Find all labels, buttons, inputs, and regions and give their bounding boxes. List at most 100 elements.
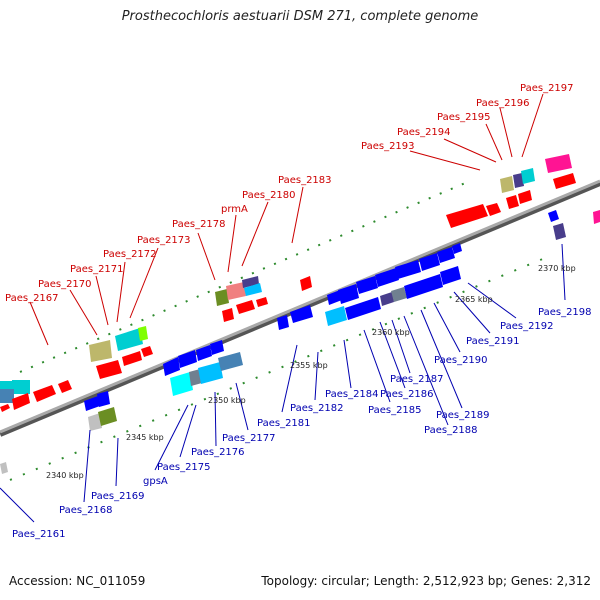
gene-feature	[218, 352, 243, 371]
scale-label: 2350 kbp	[208, 396, 246, 405]
leader-line	[115, 437, 119, 487]
gene-feature	[88, 413, 102, 431]
leader-line	[83, 429, 91, 503]
leader-line	[521, 93, 544, 158]
gene-label: Paes_2172	[103, 249, 157, 260]
gene-feature	[593, 210, 600, 224]
gene-feature	[440, 266, 461, 285]
gene-label: Paes_2167	[5, 293, 59, 304]
gene-feature	[545, 154, 572, 173]
gene-feature	[437, 247, 455, 263]
gene-feature	[327, 290, 342, 305]
leader-line	[379, 321, 406, 389]
gene-feature	[345, 297, 381, 320]
gene-label: Paes_2181	[257, 418, 311, 429]
gene-feature	[196, 345, 212, 361]
gene-feature	[391, 287, 407, 302]
gene-feature	[290, 305, 313, 323]
gene-feature	[210, 340, 224, 355]
gene-feature	[12, 380, 30, 394]
gene-feature	[115, 328, 143, 351]
gene-feature	[356, 276, 378, 294]
gene-label: Paes_2175	[157, 462, 211, 473]
gene-label: Paes_2196	[476, 98, 530, 109]
leader-line	[499, 107, 513, 158]
gene-label: Paes_2169	[91, 491, 145, 502]
tick-track-lower	[9, 257, 546, 481]
gene-label: Paes_2170	[38, 279, 92, 290]
gene-label: Paes_2185	[368, 405, 422, 416]
gene-feature	[89, 340, 112, 362]
gene-label: Paes_2178	[172, 219, 226, 230]
backbone-line	[0, 179, 600, 434]
gene-label: Paes_2161	[12, 529, 66, 540]
gene-feature	[338, 284, 359, 304]
leader-line	[314, 351, 319, 401]
gene-feature	[215, 289, 229, 306]
leader-line	[391, 319, 411, 374]
scale-label: 2355 kbp	[290, 361, 328, 370]
leader-line	[363, 329, 391, 403]
leader-line	[154, 404, 189, 471]
gene-label: gpsA	[143, 476, 168, 487]
scale-labels: 2340 kbp 2345 kbp 2350 kbp 2355 kbp 2360…	[46, 264, 576, 480]
gene-feature	[375, 268, 399, 287]
leader-line	[69, 289, 98, 336]
gene-label: Paes_2192	[500, 321, 554, 332]
gene-label: Paes_2173	[137, 235, 191, 246]
scale-label: 2365 kbp	[455, 295, 493, 304]
gene-label: Paes_2184	[325, 389, 379, 400]
leader-line	[235, 382, 249, 431]
upper-strand-features	[0, 154, 600, 412]
gene-feature	[122, 351, 142, 366]
gene-feature	[84, 396, 100, 411]
upper-leader-lines	[29, 93, 544, 346]
map-title: Prosthecochloris aestuarii DSM 271, comp…	[121, 9, 479, 24]
gene-feature	[325, 306, 347, 326]
gene-feature	[300, 276, 312, 291]
gene-label: Paes_2195	[437, 112, 491, 123]
leader-line	[409, 150, 481, 171]
gene-feature	[518, 190, 532, 204]
genome-summary: Topology: circular; Length: 2,512,923 bp…	[261, 574, 591, 588]
gene-feature	[452, 243, 462, 254]
gene-feature	[33, 385, 56, 402]
gene-feature	[404, 274, 443, 299]
gene-label: Paes_2177	[222, 433, 276, 444]
gene-feature	[236, 300, 255, 314]
gene-label: Paes_2168	[59, 505, 113, 516]
gene-label: Paes_2198	[538, 307, 592, 318]
leader-line	[197, 232, 216, 281]
leader-line	[214, 391, 217, 447]
leader-line	[241, 201, 269, 267]
gene-feature	[244, 283, 262, 296]
gene-feature	[0, 389, 14, 403]
gene-label: Paes_2189	[436, 410, 490, 421]
upper-gene-labels: Paes_2167 Paes_2170 Paes_2171 Paes_2172 …	[5, 83, 574, 304]
gene-feature	[521, 168, 535, 184]
leader-line	[29, 301, 49, 346]
gene-feature	[0, 462, 8, 474]
backbone	[0, 179, 600, 437]
leader-line	[420, 309, 463, 409]
gene-feature	[58, 380, 72, 393]
gene-label: Paes_2194	[397, 127, 451, 138]
scale-label: 2370 kbp	[538, 264, 576, 273]
gene-feature	[178, 350, 197, 368]
lower-gene-labels: Paes_2161 Paes_2168 Paes_2169 gpsA Paes_…	[12, 307, 592, 540]
gene-label: Paes_2193	[361, 141, 415, 152]
leader-line	[343, 339, 352, 389]
leader-line	[403, 315, 449, 426]
gene-feature	[548, 210, 559, 222]
gene-feature	[513, 173, 524, 188]
gene-feature	[97, 391, 110, 407]
gene-feature	[170, 372, 193, 396]
gene-feature	[226, 282, 246, 300]
gene-feature	[163, 357, 180, 376]
leader-line	[453, 291, 491, 334]
gene-feature	[395, 260, 421, 279]
leader-line	[179, 404, 197, 458]
gene-feature	[380, 292, 394, 306]
